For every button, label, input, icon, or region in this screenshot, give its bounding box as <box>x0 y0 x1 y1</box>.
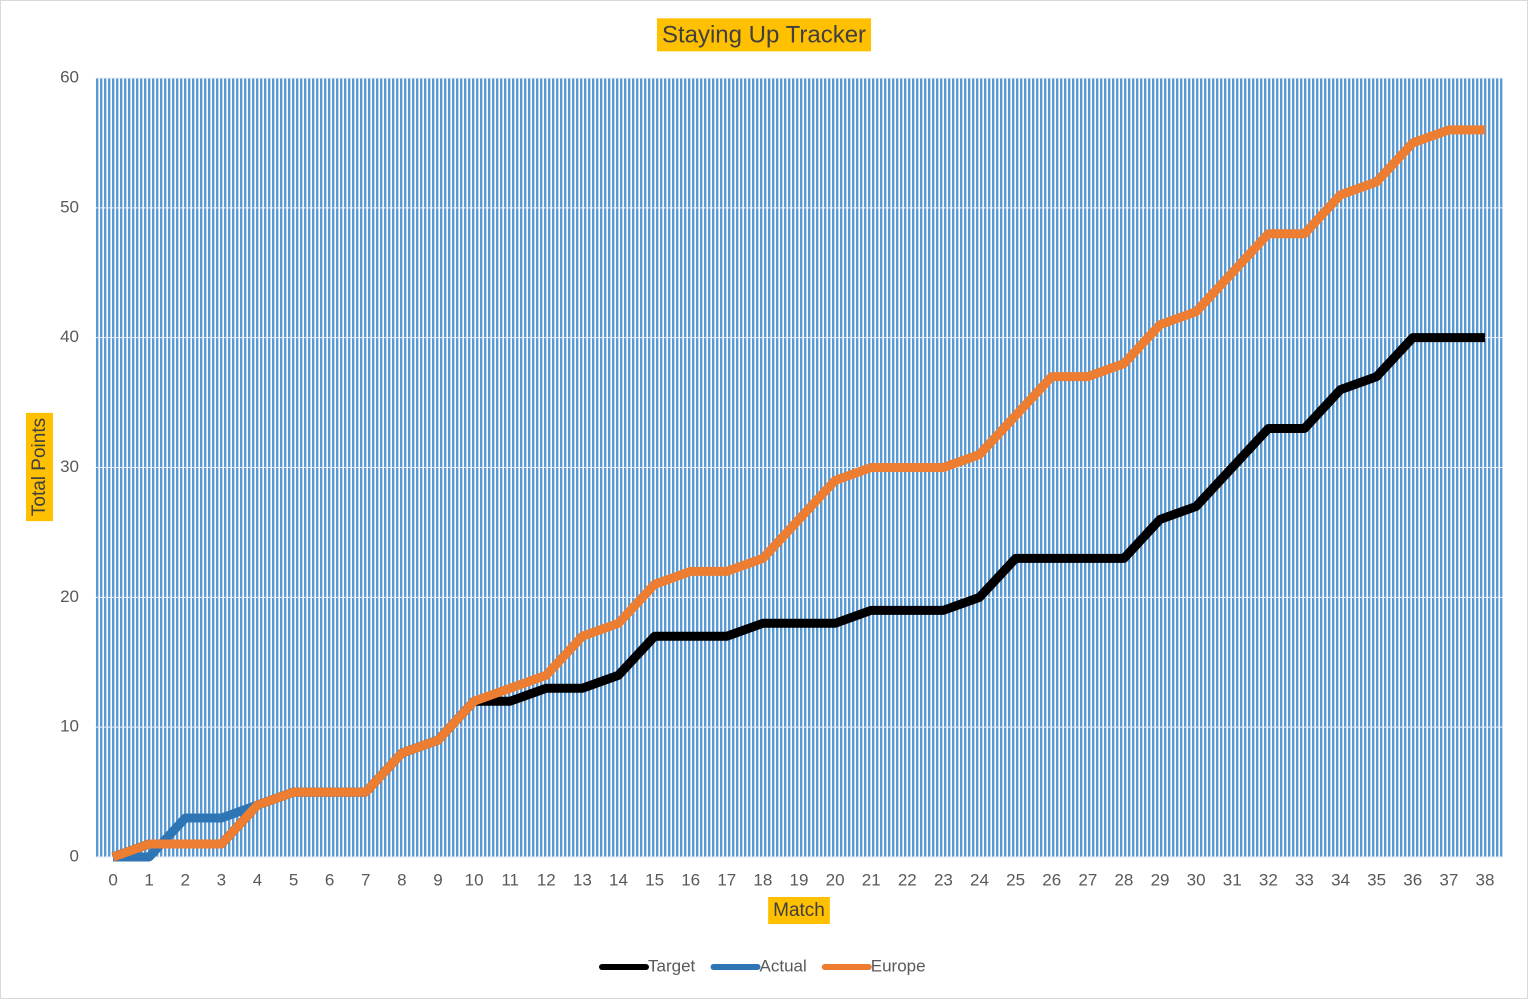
title-background <box>656 18 872 52</box>
x-tick-label: 30 <box>1187 870 1206 889</box>
y-tick-label: 30 <box>60 457 79 476</box>
x-tick-label: 5 <box>289 870 298 889</box>
legend-label: Target <box>648 956 696 975</box>
x-tick-label: 19 <box>790 870 809 889</box>
x-tick-label: 32 <box>1259 870 1278 889</box>
x-tick-label: 6 <box>325 870 334 889</box>
x-tick-label: 13 <box>573 870 592 889</box>
y-tick-label: 40 <box>60 327 79 346</box>
x-tick-label: 15 <box>645 870 664 889</box>
x-tick-label: 28 <box>1114 870 1133 889</box>
y-tick-label: 60 <box>60 67 79 86</box>
line-series <box>111 125 1485 862</box>
x-tick-label: 25 <box>1006 870 1025 889</box>
legend-label: Europe <box>871 956 926 975</box>
y-axis-label: Total Points <box>29 418 50 516</box>
x-tick-label: 38 <box>1475 870 1494 889</box>
chart-title: Staying Up Tracker <box>662 21 866 48</box>
x-tick-label: 10 <box>465 870 484 889</box>
x-tick-label: 37 <box>1439 870 1458 889</box>
x-axis-label: Match <box>773 900 825 921</box>
x-tick-label: 9 <box>433 870 442 889</box>
x-tick-label: 22 <box>898 870 917 889</box>
x-tick-label: 0 <box>108 870 117 889</box>
x-tick-label: 36 <box>1403 870 1422 889</box>
x-tick-label: 24 <box>970 870 989 889</box>
x-tick-label: 12 <box>537 870 556 889</box>
x-tick-label: 3 <box>217 870 226 889</box>
x-tick-label: 11 <box>501 870 519 889</box>
x-tick-label: 29 <box>1151 870 1170 889</box>
x-tick-label: 1 <box>144 870 153 889</box>
x-tick-label: 8 <box>397 870 406 889</box>
x-tick-label: 23 <box>934 870 953 889</box>
x-tick-label: 17 <box>717 870 736 889</box>
x-tick-label: 7 <box>361 870 370 889</box>
y-tick-label: 50 <box>60 197 79 216</box>
y-label-background <box>26 412 54 522</box>
x-tick-label: 20 <box>826 870 845 889</box>
y-tick-label: 20 <box>60 587 79 606</box>
y-label-group: Total Points <box>26 412 54 522</box>
x-label-background <box>768 897 830 925</box>
x-tick-label: 35 <box>1367 870 1386 889</box>
x-tick-label: 31 <box>1223 870 1242 889</box>
x-tick-label: 26 <box>1042 870 1061 889</box>
y-tick-label: 10 <box>60 717 79 736</box>
x-tick-label: 16 <box>681 870 700 889</box>
x-tick-label: 34 <box>1331 870 1350 889</box>
x-tick-label: 2 <box>181 870 190 889</box>
x-tick-label: 27 <box>1078 870 1097 889</box>
legend-label: Actual <box>760 956 807 975</box>
y-tick-label: 0 <box>70 846 79 865</box>
x-tick-label: 33 <box>1295 870 1314 889</box>
x-tick-label: 4 <box>253 870 262 889</box>
x-tick-label: 14 <box>609 870 628 889</box>
x-tick-label: 18 <box>753 870 772 889</box>
x-tick-label: 21 <box>862 870 881 889</box>
